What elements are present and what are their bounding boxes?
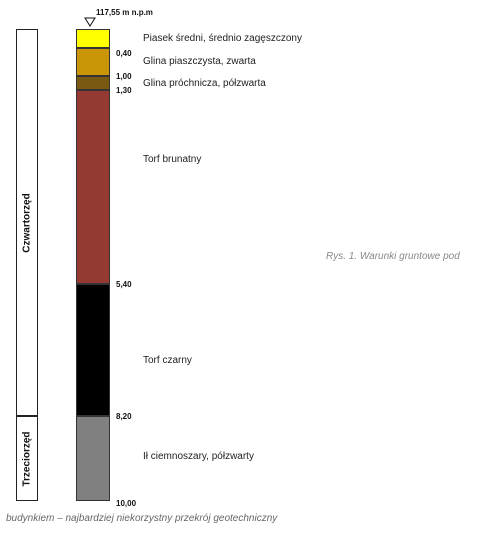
depth-label: 5,40 bbox=[116, 279, 132, 289]
soil-column bbox=[76, 29, 110, 501]
era-quaternary-label: Czwartorzęd bbox=[21, 192, 33, 253]
soil-layer-black-peat bbox=[76, 283, 110, 417]
water-level-triangle-icon bbox=[84, 17, 96, 27]
layer-description: Torf brunatny bbox=[143, 154, 202, 165]
era-tertiary: Trzeciorzęd bbox=[16, 416, 38, 501]
depth-label: 8,20 bbox=[116, 412, 132, 422]
era-quaternary: Czwartorzęd bbox=[16, 29, 38, 416]
layer-description: Ił ciemnoszary, półzwarty bbox=[143, 451, 254, 462]
soil-layer-brown-peat bbox=[76, 90, 110, 284]
soil-layer-sand bbox=[76, 29, 110, 48]
layer-description: Piasek średni, średnio zagęszczony bbox=[143, 33, 302, 44]
figure-caption: Rys. 1. Warunki gruntowe pod bbox=[326, 251, 460, 262]
soil-layer-sandy-clay bbox=[76, 47, 110, 77]
depth-label: 10,00 bbox=[116, 499, 137, 508]
layer-description: Glina piaszczysta, zwarta bbox=[143, 56, 256, 67]
soil-layer-humus-clay bbox=[76, 76, 110, 91]
elevation-label: 117,55 m n.p.m bbox=[96, 8, 153, 17]
soil-layer-dark-grey-clay bbox=[76, 416, 110, 501]
depth-label: 1,30 bbox=[116, 86, 132, 96]
figure-caption-continuation: budynkiem – najbardziej niekorzystny prz… bbox=[6, 513, 278, 524]
depth-label: 0,40 bbox=[116, 48, 132, 58]
layer-description: Glina próchnicza, półzwarta bbox=[143, 78, 266, 89]
depth-label: 1,00 bbox=[116, 72, 132, 82]
layer-description: Torf czarny bbox=[143, 355, 192, 366]
era-tertiary-label: Trzeciorzęd bbox=[21, 430, 33, 487]
